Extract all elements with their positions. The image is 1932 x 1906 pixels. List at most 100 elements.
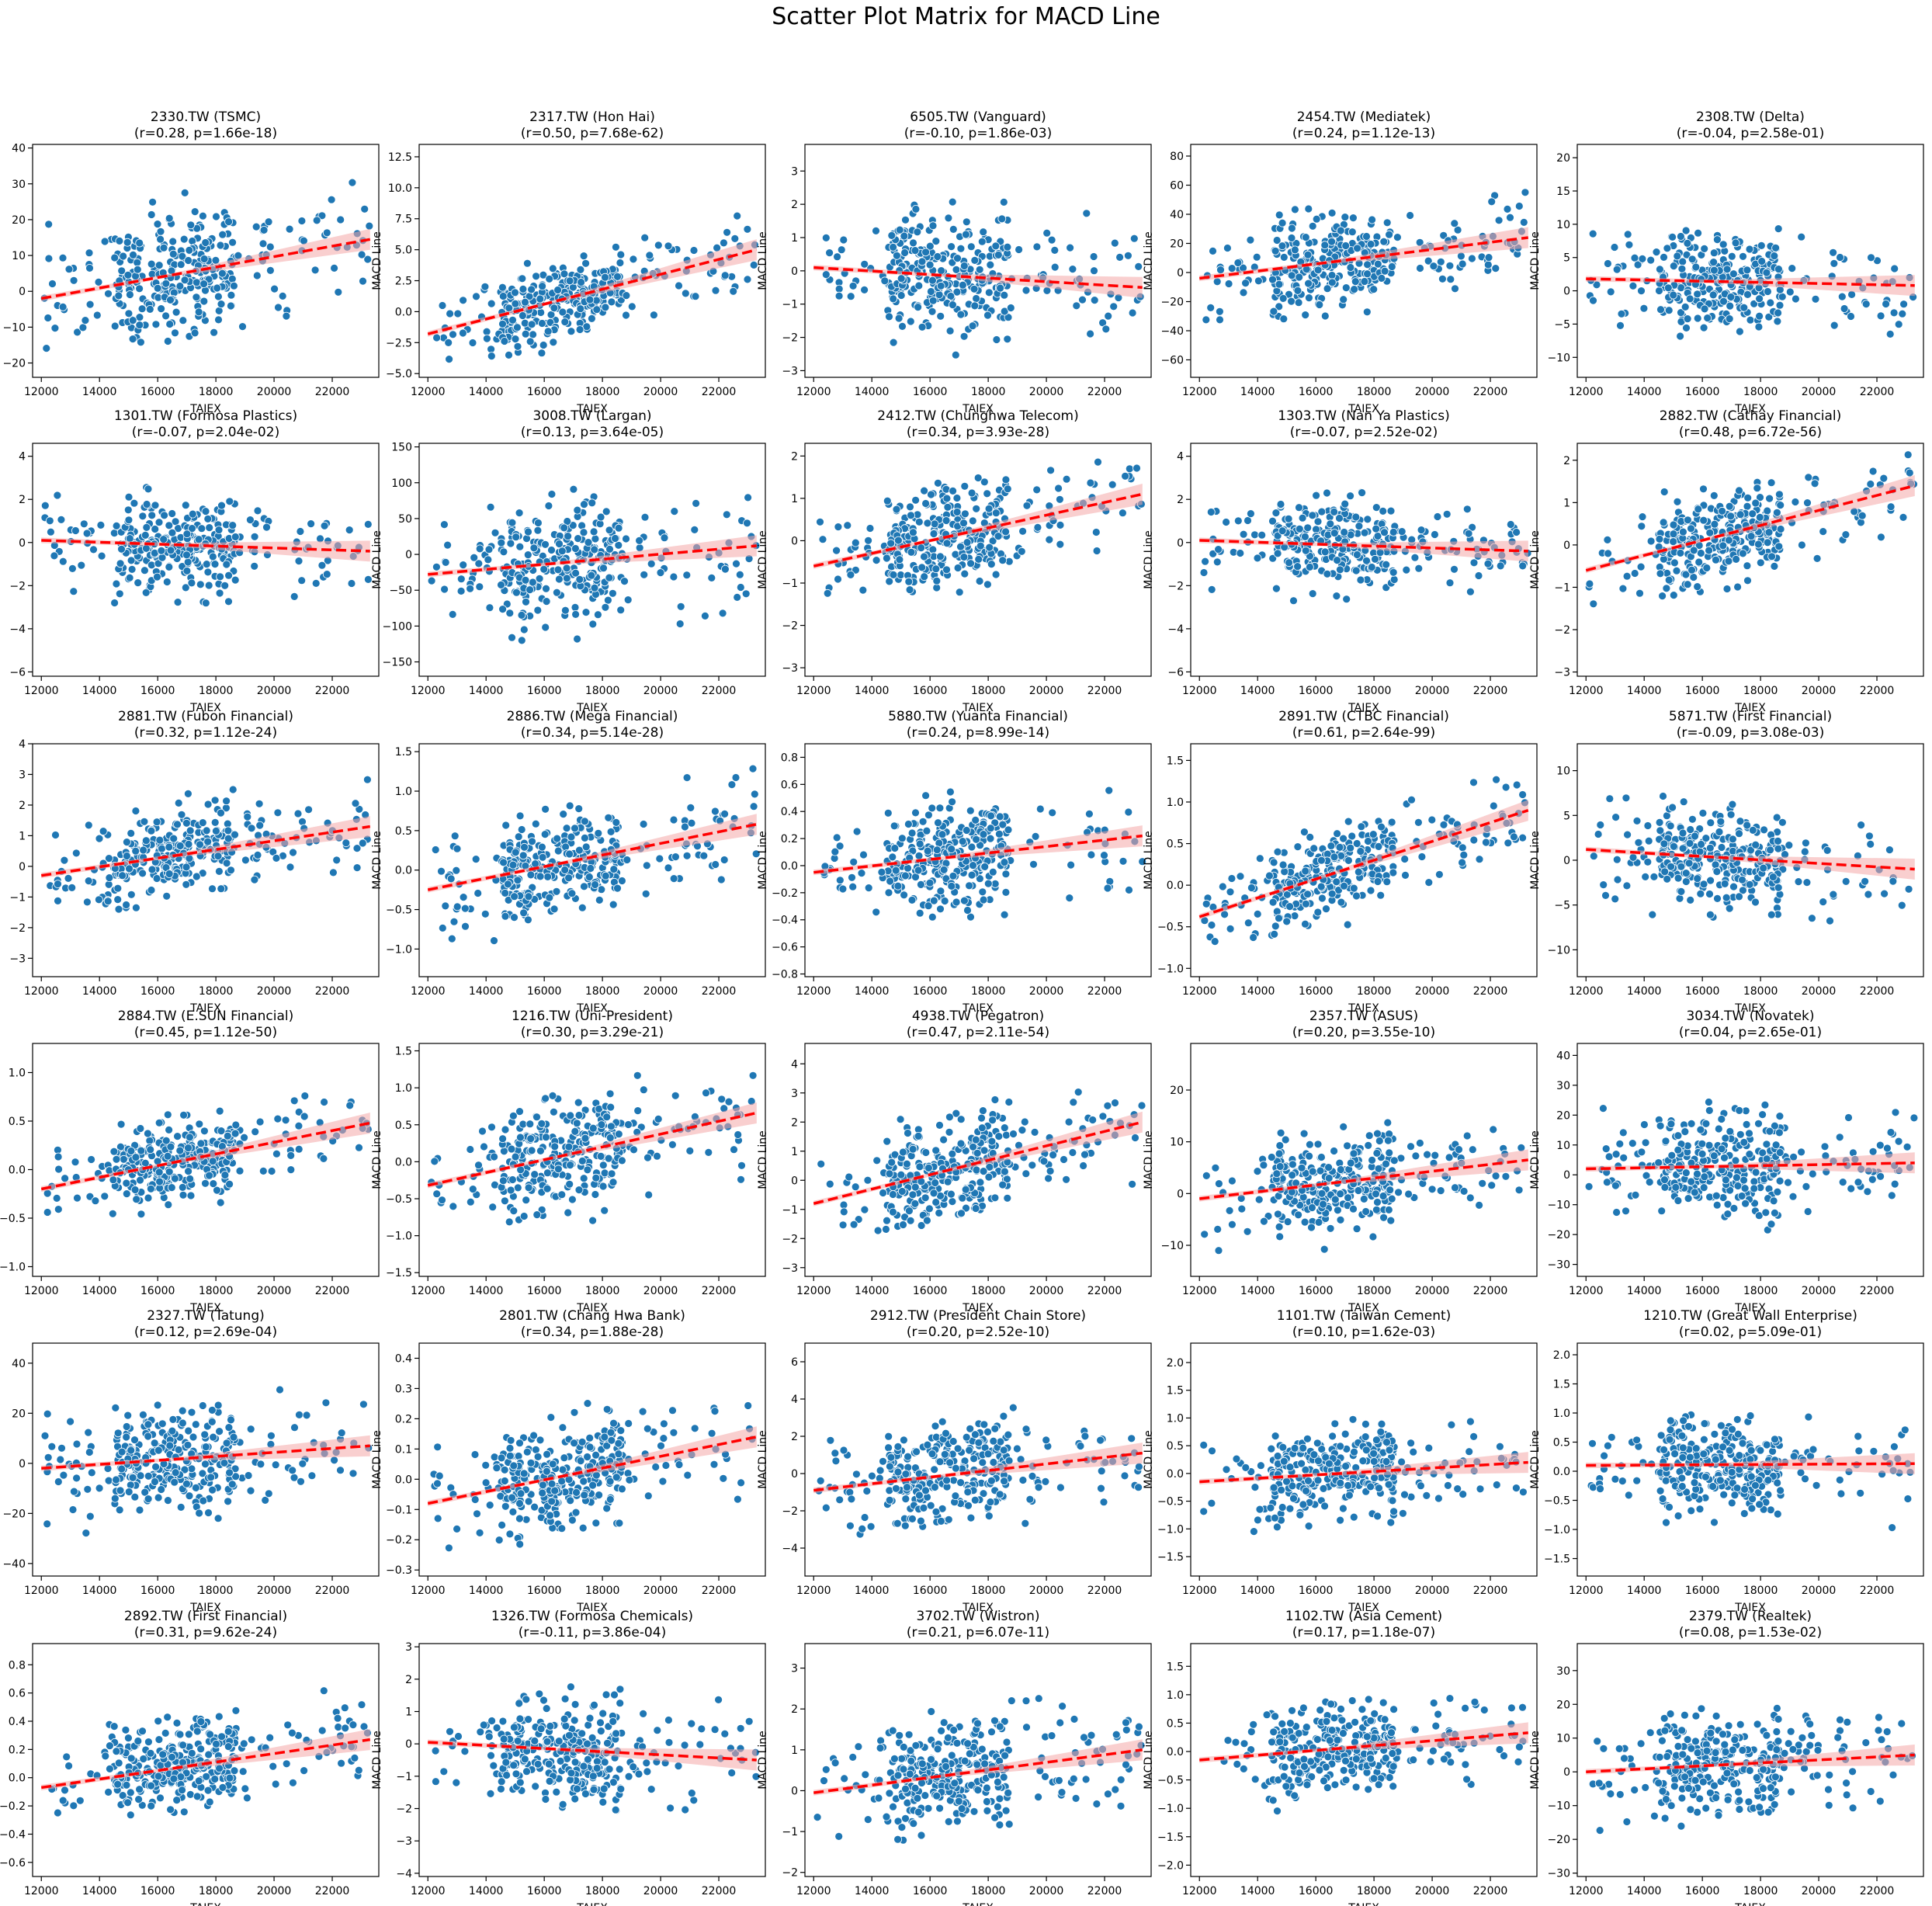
scatter-point: [1050, 245, 1060, 255]
scatter-point: [208, 552, 217, 561]
scatter-point: [79, 519, 88, 529]
scatter-point: [1068, 265, 1077, 274]
scatter-point: [1001, 888, 1011, 897]
scatter-point: [1743, 493, 1753, 502]
scatter-point: [1492, 775, 1500, 784]
y-tick-label: −2: [782, 332, 798, 345]
x-tick-label: 18000: [199, 985, 234, 998]
scatter-point: [936, 887, 945, 896]
scatter-point: [334, 287, 343, 297]
scatter-point: [348, 178, 357, 187]
scatter-point: [691, 292, 700, 301]
scatter-point: [562, 564, 571, 573]
scatter-point: [1898, 309, 1907, 318]
scatter-point: [607, 297, 616, 307]
scatter-point: [1006, 304, 1015, 312]
scatter-point: [1521, 188, 1530, 197]
scatter-point: [1332, 877, 1341, 887]
scatter-point: [733, 211, 742, 220]
scatter-point: [889, 571, 898, 579]
scatter-point: [1206, 508, 1216, 516]
scatter-point: [147, 259, 156, 269]
scatter-point: [986, 834, 995, 843]
y-tick-label: −2: [9, 922, 26, 935]
scatter-point: [1698, 809, 1708, 818]
scatter-point: [243, 812, 252, 821]
scatter-point: [1201, 557, 1209, 566]
scatter-point: [1778, 292, 1787, 301]
scatter-point: [960, 569, 969, 578]
x-tick-label: 18000: [585, 985, 620, 998]
scatter-point: [155, 835, 165, 845]
scatter-point: [173, 820, 182, 829]
scatter-point: [940, 897, 949, 905]
scatter-point: [1709, 491, 1719, 500]
scatter-point: [1268, 275, 1277, 284]
scatter-point: [1876, 311, 1885, 321]
scatter-point: [575, 325, 584, 334]
scatter-point: [1341, 213, 1350, 222]
scatter-point: [858, 585, 868, 595]
scatter-point: [1705, 528, 1715, 537]
scatter-point: [571, 603, 580, 612]
regression-line: [813, 266, 1143, 290]
scatter-point: [217, 808, 225, 818]
scatter-point: [519, 851, 528, 860]
scatter-point: [453, 902, 462, 911]
scatter-point: [526, 870, 536, 880]
x-tick-label: 16000: [527, 386, 562, 398]
scatter-point: [1868, 467, 1878, 476]
scatter-point: [1128, 308, 1137, 318]
scatter-point: [147, 886, 156, 894]
scatter-point: [508, 860, 518, 870]
scatter-point: [560, 318, 570, 327]
scatter-point: [977, 237, 987, 246]
x-tick-label: 14000: [855, 985, 890, 998]
scatter-point: [60, 856, 69, 865]
subplot-title: 1303.TW (Nan Ya Plastics): [1278, 408, 1450, 424]
scatter-point: [533, 526, 543, 535]
scatter-point: [838, 884, 848, 894]
scatter-point: [1308, 589, 1317, 598]
scatter-point: [192, 293, 201, 302]
scatter-point: [141, 588, 151, 597]
scatter-point: [186, 826, 195, 835]
scatter-point: [456, 587, 466, 595]
scatter-point: [1333, 556, 1341, 564]
scatter-point: [1312, 525, 1320, 534]
scatter-point: [255, 821, 265, 830]
scatter-point: [153, 283, 162, 293]
scatter-point: [1735, 486, 1743, 495]
scatter-point: [579, 252, 588, 261]
scatter-point: [110, 599, 120, 607]
scatter-point: [834, 291, 844, 300]
scatter-point: [894, 536, 903, 545]
scatter-point: [203, 837, 213, 846]
scatter-point: [520, 318, 529, 328]
scatter-point: [1243, 918, 1253, 928]
scatter-point: [452, 866, 461, 875]
scatter-point: [471, 855, 480, 863]
scatter-point: [168, 509, 177, 518]
scatter-point: [523, 259, 532, 268]
scatter-point: [1233, 259, 1243, 267]
scatter-point: [322, 570, 331, 578]
scatter-point: [1753, 484, 1762, 493]
scatter-point: [1725, 502, 1734, 511]
scatter-point: [441, 558, 450, 567]
scatter-point: [176, 260, 186, 269]
scatter-point: [536, 294, 545, 304]
scatter-point: [1301, 866, 1310, 876]
scatter-point: [1362, 556, 1371, 565]
scatter-point: [1482, 838, 1490, 847]
scatter-point: [185, 245, 194, 255]
scatter-point: [220, 581, 230, 590]
scatter-point: [250, 532, 259, 541]
scatter-point: [888, 852, 897, 862]
scatter-point: [1429, 262, 1438, 271]
scatter-point: [1636, 562, 1646, 571]
scatter-point: [1658, 592, 1667, 600]
y-tick-label: 1.0: [1167, 797, 1184, 809]
scatter-point: [966, 806, 975, 815]
scatter-point: [105, 873, 114, 882]
